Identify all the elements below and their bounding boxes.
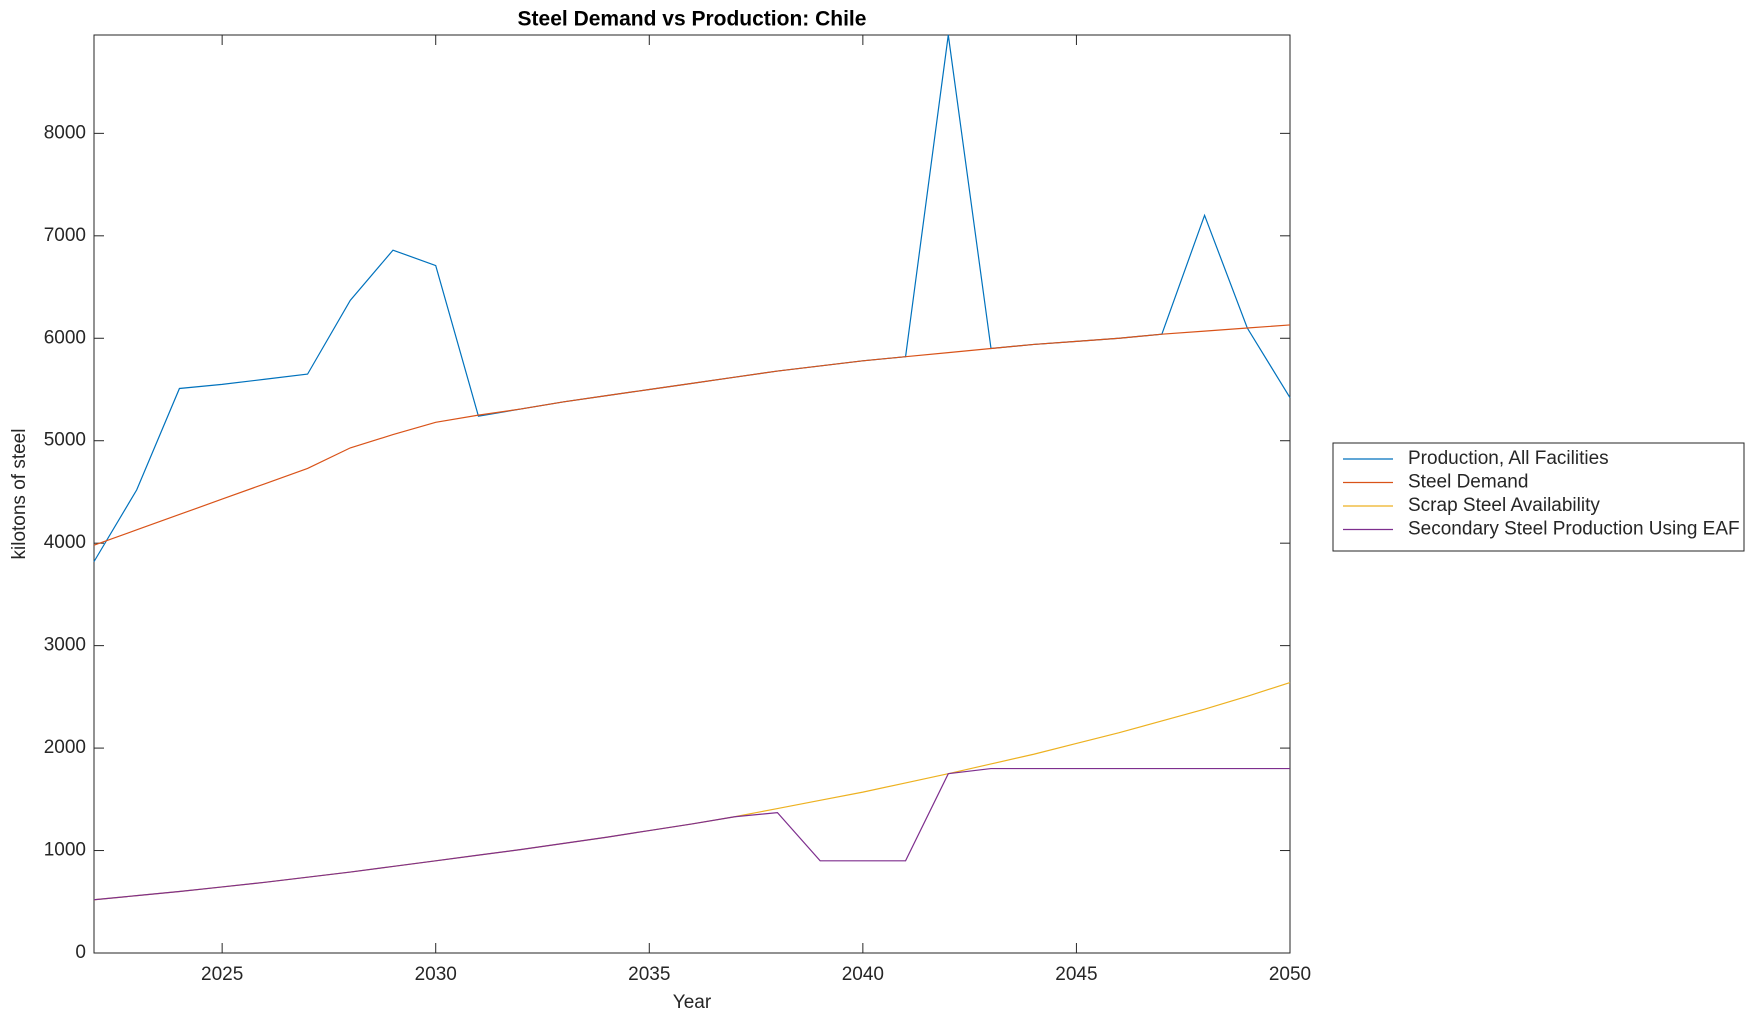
series-line [93,767,1290,901]
y-tick-label: 8000 [44,122,86,143]
y-tick-label: 4000 [44,532,86,553]
x-tick-label: 2040 [842,964,884,985]
x-tick-label: 2050 [1269,964,1311,985]
y-tick-label: 1000 [44,840,86,861]
y-tick-label: 6000 [44,327,86,348]
y-tick-label: 5000 [44,430,86,451]
legend-box [1332,442,1745,552]
x-axis-label: Year [673,992,712,1013]
x-tick-label: 2045 [1055,964,1097,985]
y-tick-label: 7000 [44,225,86,246]
y-tick-label: 0 [75,942,86,963]
y-tick-label: 3000 [44,635,86,656]
legend-label: Scrap Steel Availability [1408,495,1600,516]
x-tick-label: 2035 [628,964,670,985]
x-tick-label: 2025 [201,964,243,985]
y-tick-label: 2000 [44,737,86,758]
legend-label: Production, All Facilities [1408,448,1609,469]
x-tick-label: 2030 [415,964,457,985]
y-axis-label: kilotons of steel [9,429,30,560]
axes-box [93,34,1291,954]
chart-title: Steel Demand vs Production: Chile [518,8,867,31]
series-line [93,324,1291,546]
legend-label: Secondary Steel Production Using EAF [1408,519,1740,540]
legend-label: Steel Demand [1408,472,1528,493]
